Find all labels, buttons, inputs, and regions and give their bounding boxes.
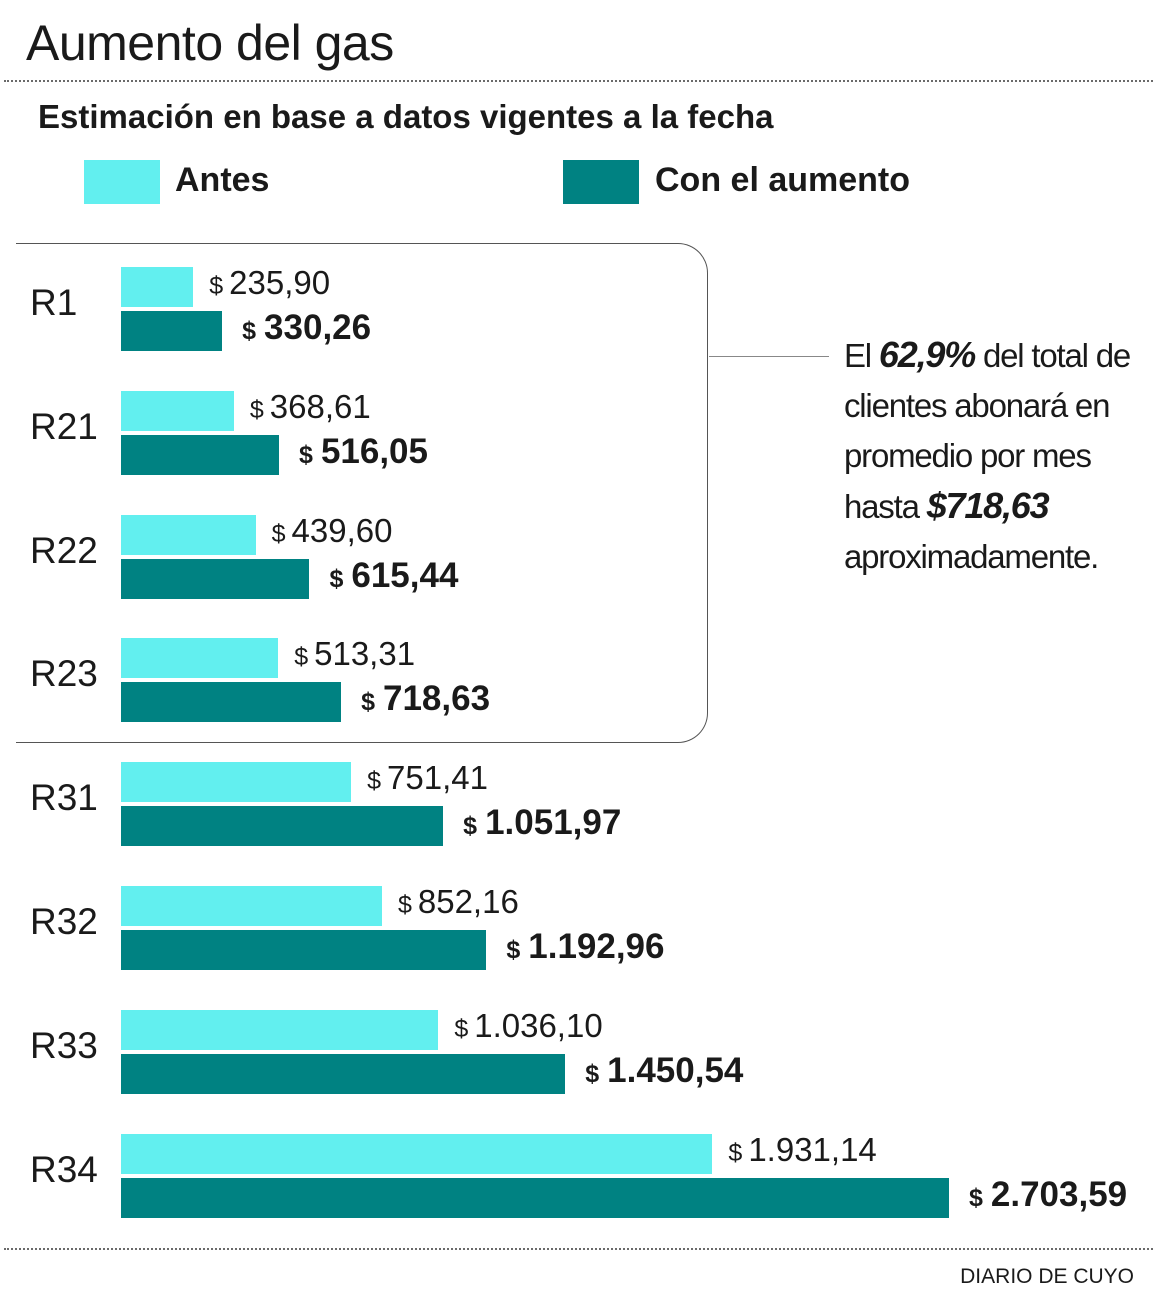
source-credit: DIARIO DE CUYO: [960, 1265, 1134, 1288]
value-label-con-aumento-r31: $1.051,97: [463, 803, 622, 843]
value-label-antes-r31: $751,41: [367, 759, 488, 797]
chart-title: Aumento del gas: [26, 15, 394, 71]
chart-subtitle: Estimación en base a datos vigentes a la…: [38, 98, 774, 135]
bar-antes-r33: [121, 1009, 439, 1050]
value-label-antes-r21: $368,61: [249, 387, 371, 425]
value-label-antes-r32: $852,16: [397, 883, 519, 920]
note-highlight-percentage: 62,9%: [878, 334, 976, 375]
value-label-antes-r34: $1.931,14: [728, 1130, 877, 1168]
bar-antes-r31: [121, 762, 352, 803]
category-label-r32: R32: [30, 901, 98, 942]
bar-con-aumento-r31: [121, 806, 444, 847]
category-label-r23: R23: [30, 653, 98, 695]
legend-label-con-aumento: Con el aumento: [655, 161, 911, 199]
note-text-3: aproximadamente.: [844, 538, 1099, 575]
bar-antes-r34: [121, 1133, 713, 1174]
top-divider: [4, 80, 1153, 82]
bar-antes-r22: [121, 514, 256, 555]
bar-con-aumento-r34: [121, 1177, 949, 1218]
value-label-antes-r23: $513,31: [294, 635, 416, 673]
note-connector-line: [709, 356, 829, 357]
bar-antes-r1: [121, 267, 194, 307]
annotation-note: El 62,9% del total de clientes abonará e…: [844, 330, 1154, 582]
bar-con-aumento-r21: [121, 434, 280, 475]
value-label-antes-r22: $439,60: [271, 511, 393, 549]
legend-swatch-antes: [84, 160, 160, 204]
value-label-con-aumento-r1: $330,26: [242, 308, 372, 347]
category-label-r33: R33: [30, 1024, 98, 1066]
value-label-con-aumento-r33: $1.450,54: [585, 1050, 744, 1090]
value-label-con-aumento-r34: $2.703,59: [969, 1174, 1128, 1214]
category-label-r21: R21: [30, 405, 98, 447]
legend-swatch-con-aumento: [563, 160, 639, 204]
note-highlight-amount: $718,63: [926, 485, 1050, 526]
bottom-divider: [4, 1248, 1153, 1250]
note-text-1: El: [844, 337, 879, 374]
value-label-con-aumento-r22: $615,44: [329, 555, 459, 595]
bar-antes-r21: [121, 390, 234, 431]
category-label-r31: R31: [30, 777, 98, 819]
legend-label-antes: Antes: [175, 161, 270, 199]
bar-con-aumento-r22: [121, 558, 310, 599]
group-bracket: [16, 243, 708, 743]
bar-con-aumento-r1: [121, 311, 223, 351]
bar-con-aumento-r23: [121, 682, 342, 723]
category-label-r1: R1: [30, 282, 78, 323]
bar-con-aumento-r32: [121, 930, 487, 970]
value-label-con-aumento-r23: $718,63: [361, 679, 491, 719]
bar-antes-r32: [121, 886, 382, 926]
value-label-antes-r33: $1.036,10: [454, 1006, 603, 1044]
bar-antes-r23: [121, 638, 279, 679]
note-text-2: del total de clientes abonará en promedi…: [844, 337, 1131, 525]
value-label-antes-r1: $235,90: [209, 264, 331, 301]
category-label-r34: R34: [30, 1148, 98, 1190]
bar-con-aumento-r33: [121, 1053, 566, 1094]
value-label-con-aumento-r32: $1.192,96: [506, 927, 665, 966]
category-label-r22: R22: [30, 529, 98, 571]
value-label-con-aumento-r21: $516,05: [299, 431, 428, 471]
